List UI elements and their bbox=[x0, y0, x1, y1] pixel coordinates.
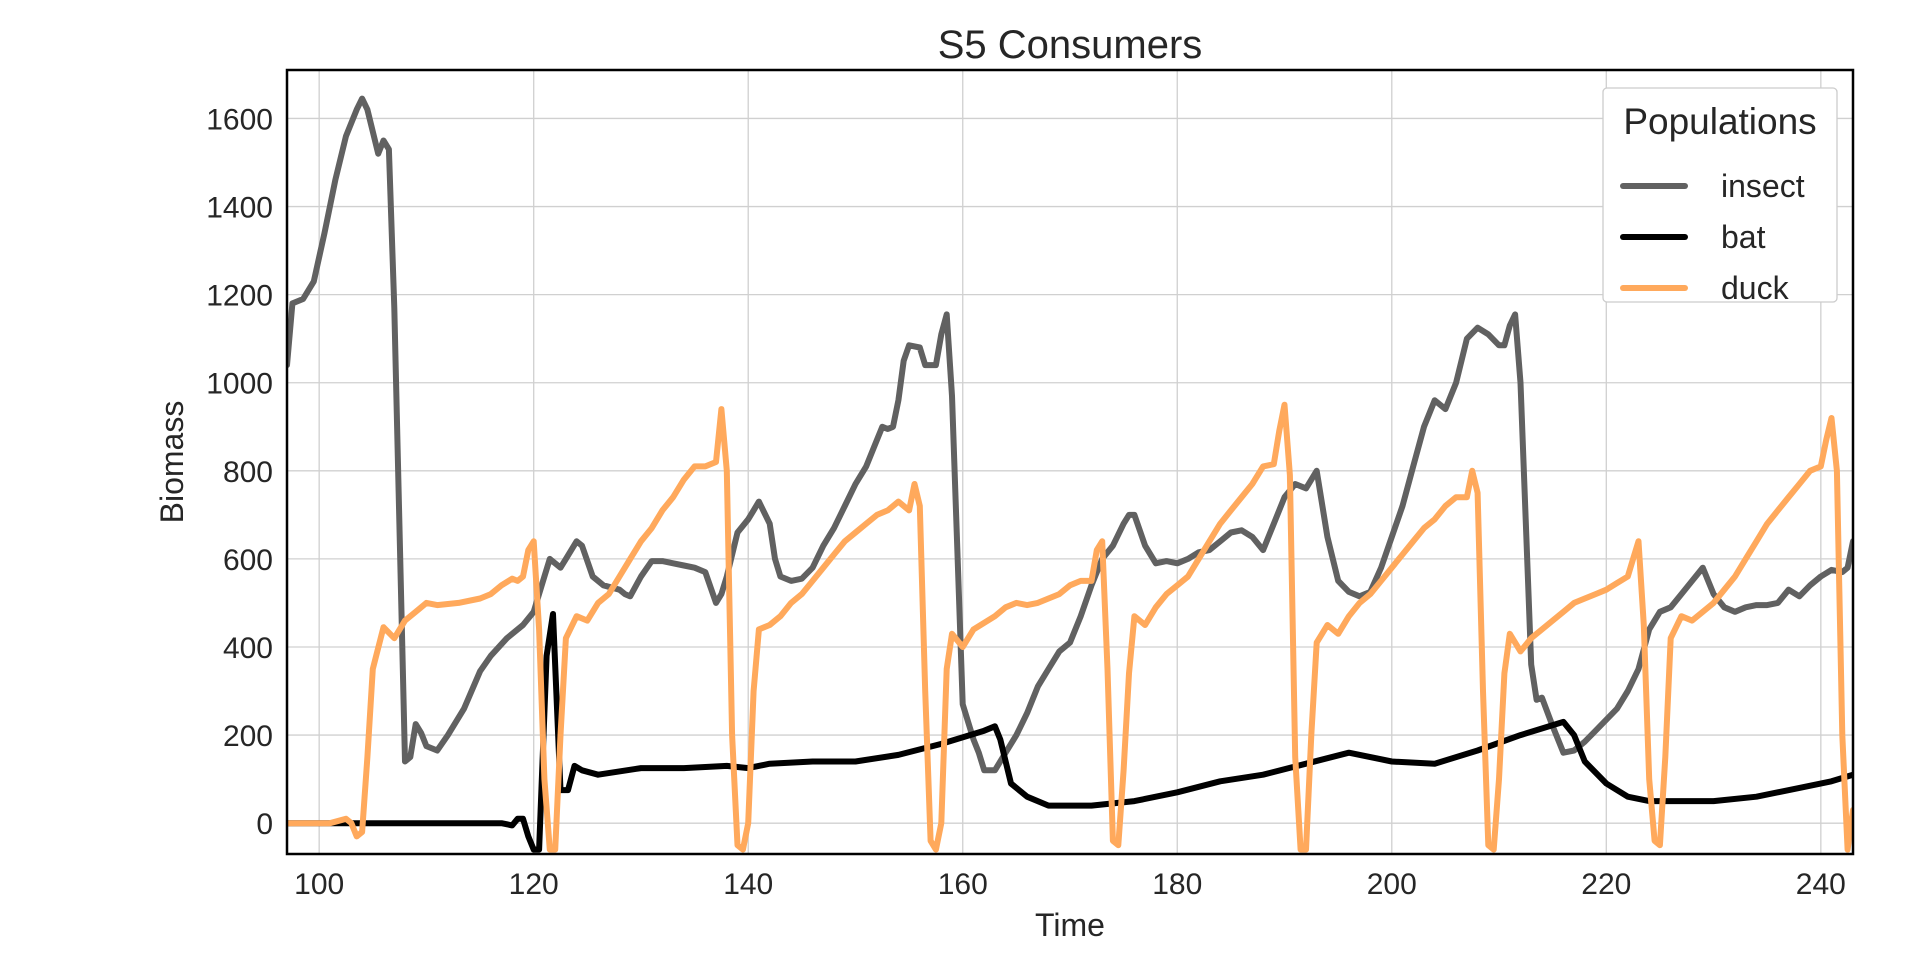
x-tick-label: 180 bbox=[1152, 868, 1202, 901]
legend-items: insect bat duck bbox=[1620, 168, 1805, 306]
legend-label-bat: bat bbox=[1721, 219, 1766, 255]
x-tick-labels: 100 120 140 160 180 200 220 240 bbox=[294, 868, 1846, 901]
series-group bbox=[287, 95, 1853, 853]
x-tick-label: 120 bbox=[509, 868, 559, 901]
y-tick-label: 1400 bbox=[206, 192, 273, 225]
x-tick-label: 240 bbox=[1796, 868, 1846, 901]
x-tick-label: 220 bbox=[1581, 868, 1631, 901]
y-tick-label: 1600 bbox=[206, 103, 273, 136]
series-line-bat bbox=[287, 611, 1853, 853]
legend: Populations insect bat duck bbox=[1602, 87, 1838, 306]
x-axis-label: Time bbox=[1035, 907, 1105, 943]
y-tick-label: 200 bbox=[223, 720, 273, 753]
legend-box bbox=[1602, 87, 1838, 303]
chart-title: S5 Consumers bbox=[938, 23, 1203, 67]
y-tick-label: 1000 bbox=[206, 368, 273, 401]
x-tick-label: 140 bbox=[723, 868, 773, 901]
axes-frame bbox=[285, 68, 1855, 856]
y-tick-labels: 0 200 400 600 800 1000 1200 1400 1600 bbox=[206, 103, 273, 841]
y-tick-label: 800 bbox=[223, 456, 273, 489]
x-tick-label: 160 bbox=[938, 868, 988, 901]
series-line-insect bbox=[287, 95, 1853, 774]
legend-label-insect: insect bbox=[1721, 168, 1805, 204]
legend-label-duck: duck bbox=[1721, 270, 1790, 306]
series-line-duck bbox=[287, 401, 1853, 853]
x-tick-label: 100 bbox=[294, 868, 344, 901]
y-tick-label: 0 bbox=[256, 808, 273, 841]
legend-title: Populations bbox=[1623, 101, 1816, 142]
y-tick-label: 1200 bbox=[206, 280, 273, 313]
y-tick-label: 600 bbox=[223, 544, 273, 577]
y-axis-label: Biomass bbox=[154, 401, 190, 524]
y-tick-label: 400 bbox=[223, 632, 273, 665]
x-tick-label: 200 bbox=[1367, 868, 1417, 901]
